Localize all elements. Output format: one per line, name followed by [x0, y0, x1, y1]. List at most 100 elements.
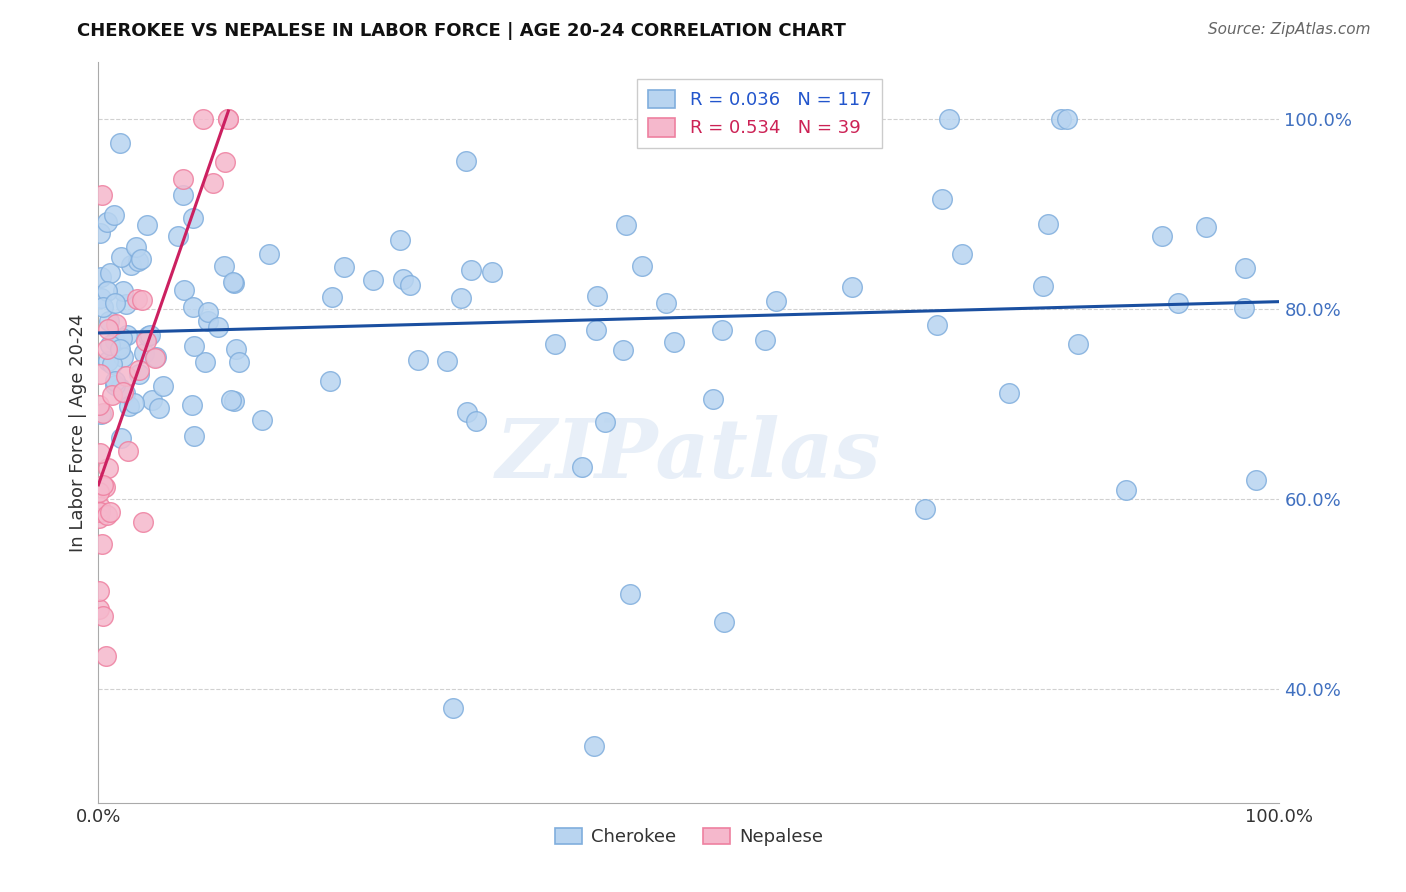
Point: [997, 385, 1019, 400]
Point: [108, 136, 131, 150]
Point: [754, 333, 776, 347]
Point: [111, 351, 134, 365]
Point: [406, 353, 429, 368]
Point: [108, 343, 131, 357]
Point: [224, 276, 246, 290]
Point: [202, 176, 225, 190]
Point: [664, 334, 686, 349]
Point: [152, 378, 174, 392]
Point: [172, 187, 194, 202]
Y-axis label: In Labor Force | Age 20-24: In Labor Force | Age 20-24: [69, 313, 87, 552]
Point: [212, 259, 235, 273]
Point: [97, 322, 120, 336]
Point: [131, 252, 153, 267]
Point: [593, 415, 616, 429]
Point: [132, 346, 155, 360]
Point: [127, 254, 149, 268]
Point: [120, 258, 142, 272]
Point: [183, 429, 205, 443]
Point: [91, 478, 114, 492]
Point: [90, 291, 112, 305]
Point: [214, 155, 236, 169]
Point: [259, 247, 281, 261]
Text: CHEROKEE VS NEPALESE IN LABOR FORCE | AGE 20-24 CORRELATION CHART: CHEROKEE VS NEPALESE IN LABOR FORCE | AG…: [77, 22, 846, 40]
Point: [125, 292, 148, 306]
Point: [101, 387, 124, 401]
Point: [114, 386, 136, 401]
Point: [1167, 296, 1189, 310]
Point: [97, 354, 120, 368]
Point: [927, 318, 949, 332]
Point: [98, 337, 121, 351]
Point: [456, 405, 478, 419]
Point: [1244, 473, 1267, 487]
Point: [122, 396, 145, 410]
Point: [450, 291, 472, 305]
Point: [111, 331, 134, 345]
Point: [96, 508, 118, 522]
Point: [100, 357, 122, 371]
Point: [1234, 261, 1257, 276]
Point: [619, 587, 641, 601]
Point: [1232, 301, 1254, 316]
Point: [172, 171, 194, 186]
Point: [104, 296, 127, 310]
Point: [713, 615, 735, 630]
Point: [181, 211, 204, 226]
Point: [1195, 220, 1218, 235]
Point: [117, 399, 139, 413]
Point: [841, 280, 863, 294]
Point: [197, 313, 219, 327]
Point: [612, 343, 634, 357]
Point: [388, 234, 411, 248]
Point: [104, 374, 127, 388]
Point: [89, 583, 111, 598]
Point: [217, 112, 239, 127]
Point: [1115, 483, 1137, 497]
Point: [931, 192, 953, 206]
Point: [465, 414, 488, 428]
Point: [321, 290, 343, 304]
Point: [181, 300, 204, 314]
Text: ZIPatlas: ZIPatlas: [496, 415, 882, 495]
Point: [145, 351, 167, 365]
Point: [94, 648, 117, 663]
Point: [193, 112, 215, 127]
Point: [89, 227, 111, 241]
Point: [96, 214, 118, 228]
Point: [207, 319, 229, 334]
Point: [89, 445, 111, 459]
Point: [96, 342, 118, 356]
Point: [333, 260, 356, 274]
Point: [1032, 279, 1054, 293]
Point: [89, 367, 111, 381]
Point: [90, 407, 112, 421]
Point: [183, 339, 205, 353]
Point: [194, 354, 217, 368]
Point: [128, 367, 150, 381]
Point: [110, 250, 132, 264]
Point: [319, 374, 342, 388]
Point: [103, 378, 125, 392]
Point: [222, 394, 245, 409]
Point: [543, 336, 565, 351]
Point: [1150, 229, 1173, 244]
Point: [93, 609, 115, 624]
Point: [139, 328, 162, 343]
Point: [111, 384, 134, 399]
Point: [94, 480, 117, 494]
Point: [108, 339, 131, 353]
Point: [117, 444, 139, 458]
Point: [132, 516, 155, 530]
Point: [631, 259, 654, 273]
Point: [136, 329, 159, 343]
Point: [710, 323, 733, 337]
Point: [90, 270, 112, 285]
Point: [1036, 217, 1059, 231]
Legend: R = 0.036   N = 117, R = 0.534   N = 39: R = 0.036 N = 117, R = 0.534 N = 39: [637, 78, 882, 148]
Point: [583, 739, 606, 753]
Point: [454, 153, 477, 168]
Point: [436, 353, 458, 368]
Point: [98, 505, 121, 519]
Point: [655, 296, 678, 310]
